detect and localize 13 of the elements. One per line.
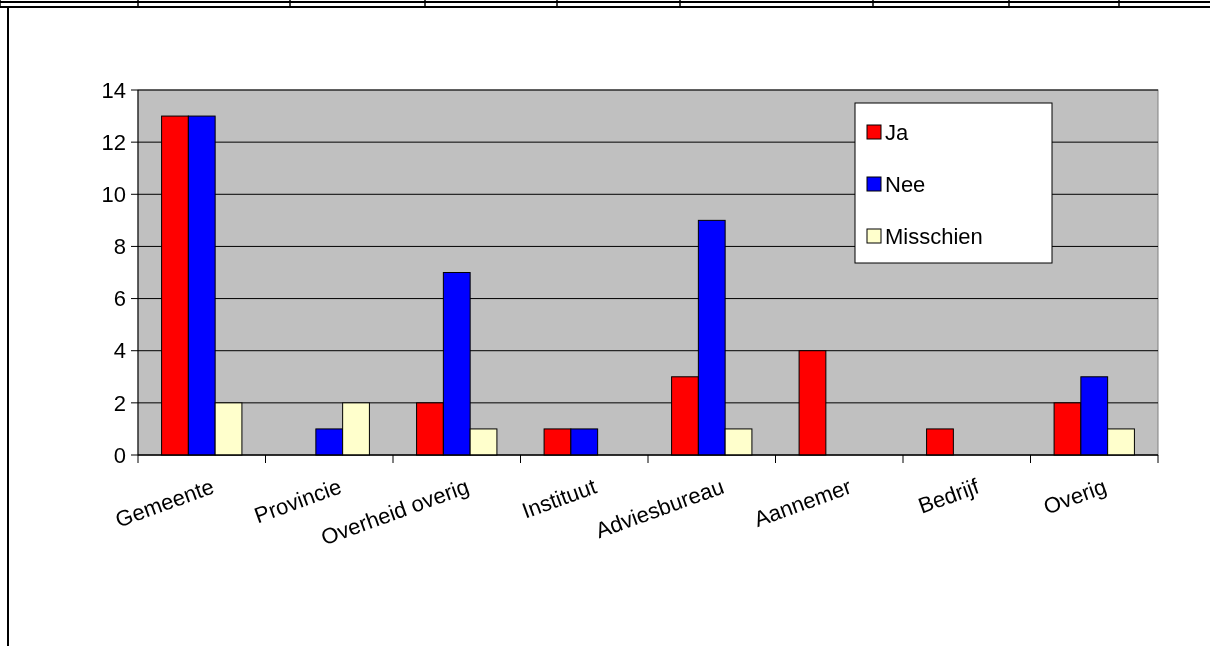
y-tick-label: 2 bbox=[113, 390, 126, 416]
x-tick-label: Overig bbox=[1040, 473, 1110, 520]
x-tick-label: Bedrijf bbox=[914, 473, 983, 519]
legend-label: Nee bbox=[885, 171, 926, 197]
y-tick-label: 0 bbox=[113, 442, 126, 468]
y-tick-label: 6 bbox=[113, 286, 126, 312]
y-tick-label: 12 bbox=[101, 129, 126, 155]
legend-label: Misschien bbox=[885, 223, 983, 249]
y-tick-label: 14 bbox=[101, 77, 126, 103]
y-tick-label: 8 bbox=[113, 234, 126, 260]
y-tick-label: 10 bbox=[101, 181, 126, 207]
y-tick-label: 4 bbox=[113, 338, 126, 364]
legend-label: Ja bbox=[885, 119, 909, 145]
